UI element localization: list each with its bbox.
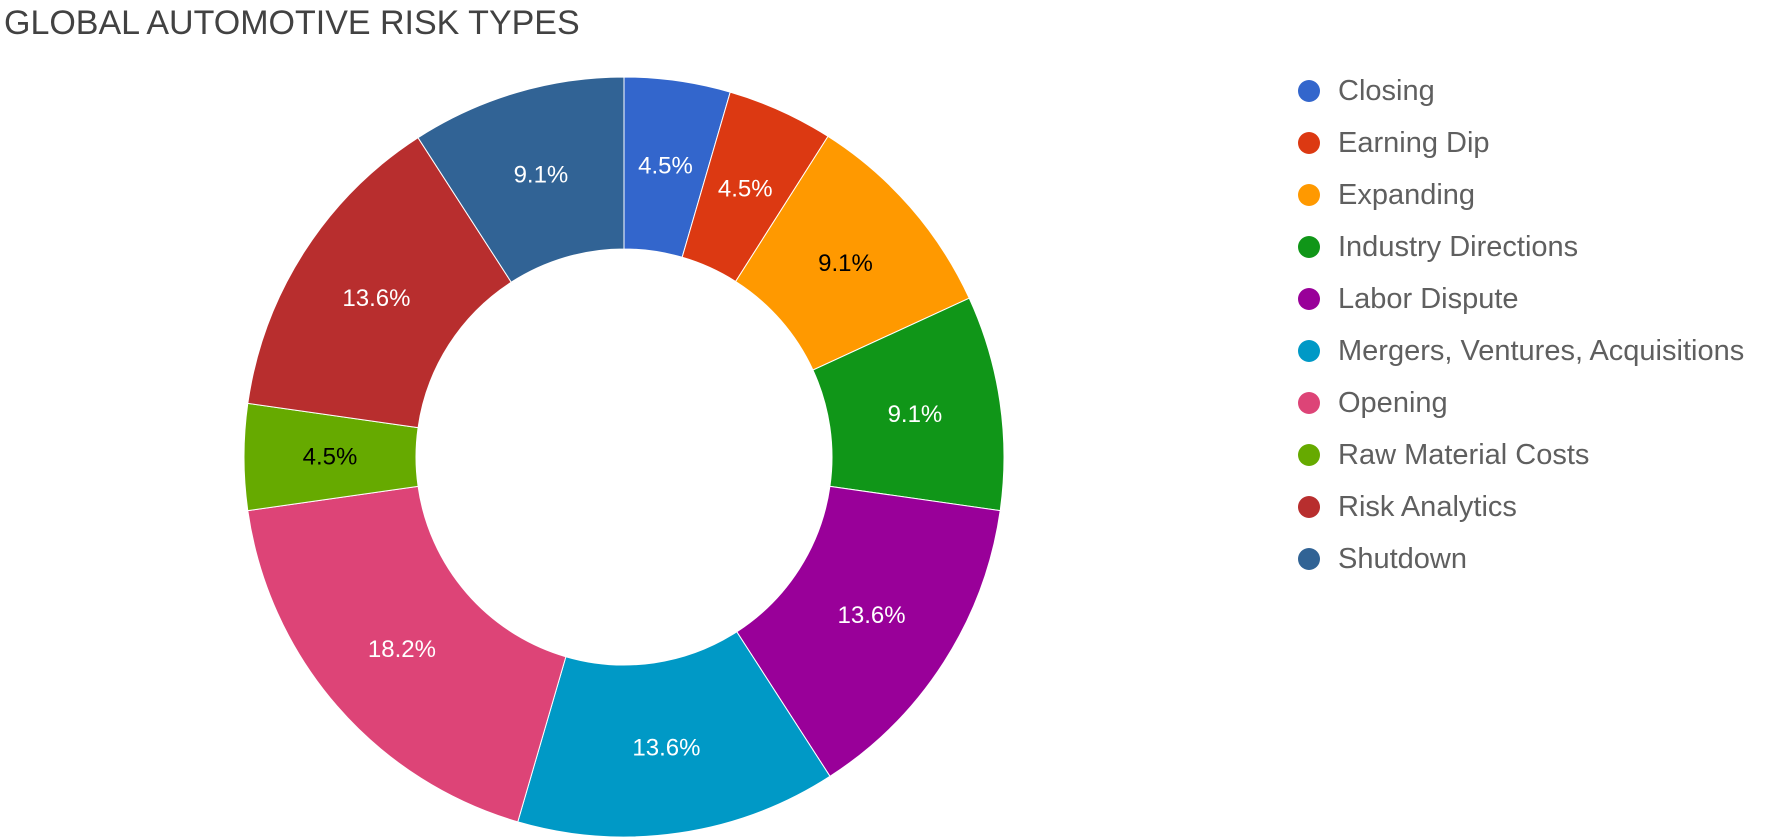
legend-item-raw-material-costs[interactable]: Raw Material Costs [1298, 439, 1589, 471]
legend-label: Labor Dispute [1338, 283, 1519, 315]
legend-item-opening[interactable]: Opening [1298, 387, 1448, 419]
slice-labels-group: 4.5% 4.5% 9.1% 9.1% 13.6% 13.6% 18.2% 4.5% 13.6%… [303, 152, 943, 761]
slice-label-mergers-ventures-acquisitions: 13.6% [632, 734, 700, 761]
legend-label: Shutdown [1338, 543, 1467, 575]
legend-label: Earning Dip [1338, 127, 1490, 159]
legend: Closing Earning Dip Expanding Industry Dire… [1298, 75, 1744, 575]
slice-label-expanding: 9.1% [818, 250, 873, 277]
legend-swatch [1298, 548, 1320, 570]
slice-label-risk-analytics: 13.6% [342, 285, 410, 312]
slice-shutdown[interactable] [417, 76, 625, 283]
legend-swatch [1298, 392, 1320, 414]
legend-item-shutdown[interactable]: Shutdown [1298, 543, 1467, 575]
slice-label-labor-dispute: 13.6% [838, 602, 906, 629]
legend-swatch [1298, 288, 1320, 310]
legend-item-risk-analytics[interactable]: Risk Analytics [1298, 491, 1517, 523]
slice-label-raw-material-costs: 4.5% [303, 444, 358, 471]
slice-label-opening: 18.2% [368, 636, 436, 663]
slice-labor-dispute[interactable] [736, 485, 1001, 778]
legend-label: Risk Analytics [1338, 491, 1517, 523]
slice-label-industry-directions: 9.1% [888, 401, 943, 428]
legend-swatch [1298, 496, 1320, 518]
slice-label-shutdown: 9.1% [514, 161, 569, 188]
slice-label-earning-dip: 4.5% [718, 176, 773, 203]
legend-label: Mergers, Ventures, Acquisitions [1338, 335, 1744, 367]
legend-item-earning-dip[interactable]: Earning Dip [1298, 127, 1490, 159]
legend-item-labor-dispute[interactable]: Labor Dispute [1298, 283, 1519, 315]
legend-item-industry-directions[interactable]: Industry Directions [1298, 231, 1578, 263]
legend-swatch [1298, 132, 1320, 154]
legend-label: Raw Material Costs [1338, 439, 1589, 471]
legend-label: Opening [1338, 387, 1448, 419]
slice-risk-analytics[interactable] [247, 136, 512, 429]
legend-swatch [1298, 80, 1320, 102]
legend-swatch [1298, 444, 1320, 466]
chart-title: GLOBAL AUTOMOTIVE RISK TYPES [4, 4, 580, 42]
legend-label: Expanding [1338, 179, 1475, 211]
slice-label-closing: 4.5% [638, 152, 693, 179]
legend-swatch [1298, 236, 1320, 258]
legend-label: Closing [1338, 75, 1435, 107]
legend-swatch [1298, 184, 1320, 206]
slice-mergers-ventures-acquisitions[interactable] [517, 631, 831, 838]
legend-swatch [1298, 340, 1320, 362]
slice-opening[interactable] [247, 485, 567, 823]
slices-group [243, 76, 1005, 838]
legend-item-closing[interactable]: Closing [1298, 75, 1435, 107]
legend-label: Industry Directions [1338, 231, 1578, 263]
legend-item-mergers-ventures-acquisitions[interactable]: Mergers, Ventures, Acquisitions [1298, 335, 1744, 367]
legend-item-expanding[interactable]: Expanding [1298, 179, 1475, 211]
